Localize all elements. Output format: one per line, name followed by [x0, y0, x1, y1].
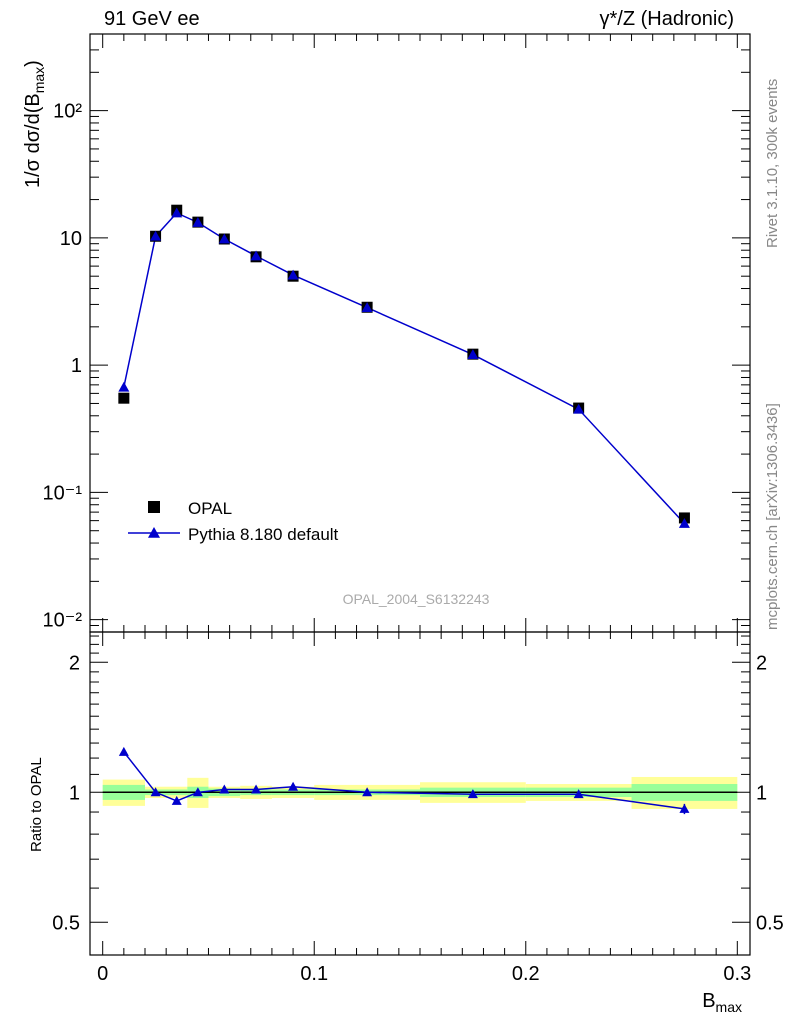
main-plot-area: 10⁻² 10⁻¹ 1 10 10² OPAL Pythia 8.180 default [43, 33, 751, 633]
y-tick-label: 10 [60, 228, 82, 250]
legend-pythia-label: Pythia 8.180 default [188, 525, 339, 544]
x-tick-label: 0.1 [300, 963, 328, 985]
legend-pythia-marker [148, 527, 160, 538]
opal-data-point [118, 392, 130, 404]
pythia-data-point [192, 217, 204, 227]
y-tick-label: 10⁻¹ [43, 482, 83, 504]
y-tick-label: 10² [53, 101, 82, 123]
ratio-data-point [171, 795, 182, 805]
pythia-data-point [218, 233, 230, 244]
ratio-data-point [150, 787, 161, 797]
ratio-data-point [118, 746, 129, 756]
x-tick-label: 0.3 [723, 963, 751, 985]
pythia-data-point [573, 403, 585, 414]
legend-opal-marker [148, 501, 160, 513]
pythia-data-point [678, 517, 690, 528]
ratio-data-point [679, 803, 690, 813]
pythia-data-point [171, 207, 183, 218]
x-tick-label: 0 [97, 963, 108, 985]
ratio-data-point [362, 787, 373, 797]
ratio-data-point [219, 784, 230, 794]
pythia-data-point [250, 250, 262, 261]
ratio-data-point [192, 787, 203, 797]
pythia-data-point [150, 230, 162, 241]
pythia-data-point [467, 349, 479, 360]
ratio-y-tick-label-right: 1 [756, 782, 767, 804]
x-tick-label: 0.2 [512, 963, 540, 985]
legend-opal-label: OPAL [188, 499, 232, 518]
ratio-plot-area: 0 0.1 0.2 0.3 0.5 0.5 1 1 2 2 [52, 631, 784, 985]
y-tick-label: 10⁻² [43, 610, 83, 632]
ratio-y-tick-label-right: 0.5 [756, 912, 784, 934]
ratio-y-tick-label: 0.5 [52, 912, 80, 934]
ratio-y-tick-label-right: 2 [756, 652, 767, 674]
ratio-data-point [251, 784, 262, 794]
pythia-data-point [287, 269, 299, 280]
pythia-data-point [118, 381, 130, 392]
ratio-data-point [573, 789, 584, 799]
pythia-data-point [361, 302, 373, 313]
ratio-data-point [288, 781, 299, 791]
ratio-data-point [467, 789, 478, 799]
x-axis-label: Bmax [702, 990, 742, 1015]
header-left-label: 91 GeV ee [104, 8, 200, 30]
ratio-y-tick-label: 1 [69, 782, 80, 804]
header-right-label: γ*/Z (Hadronic) [599, 8, 734, 30]
analysis-watermark: OPAL_2004_S6132243 [343, 591, 490, 607]
y-tick-label: 1 [71, 355, 82, 377]
pythia-series-line [123, 212, 685, 525]
ratio-y-tick-label: 2 [69, 652, 80, 674]
opal-data-point [678, 512, 690, 524]
